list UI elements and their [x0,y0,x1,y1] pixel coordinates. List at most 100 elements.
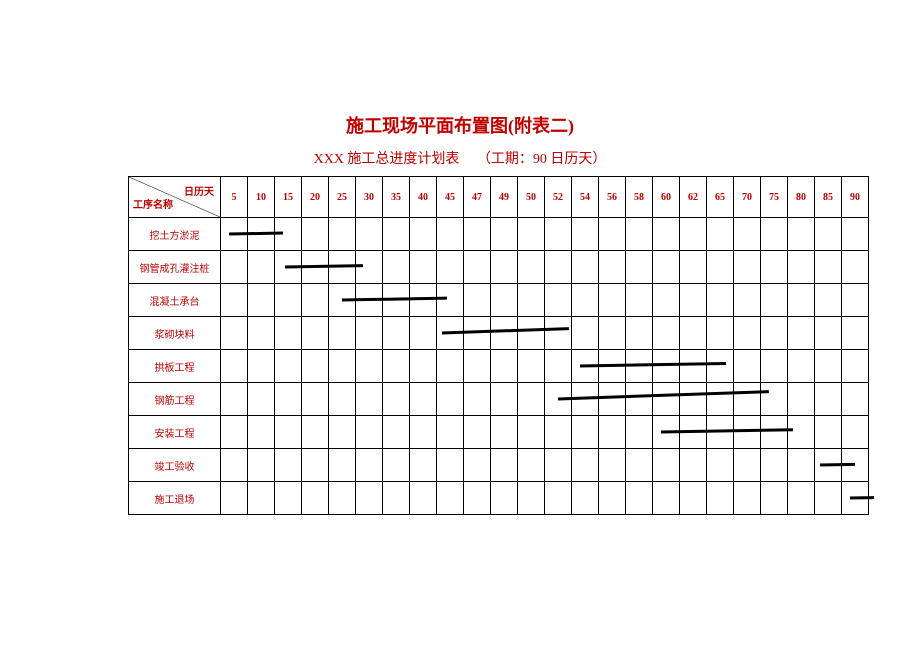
gantt-cell [248,449,275,482]
header-corner-cell: 日历天 工序名称 [129,177,221,218]
gantt-cell [248,284,275,317]
gantt-cell [680,251,707,284]
gantt-cell [491,284,518,317]
gantt-cell [302,383,329,416]
gantt-cell [788,251,815,284]
gantt-cell [734,449,761,482]
gantt-cell [275,416,302,449]
gantt-cell [626,383,653,416]
gantt-cell [437,383,464,416]
row-label: 挖土方淤泥 [129,218,221,251]
gantt-cell [275,284,302,317]
gantt-cell [248,251,275,284]
gantt-cell [815,317,842,350]
gantt-cell [815,482,842,515]
gantt-cell [410,416,437,449]
gantt-cell [410,218,437,251]
gantt-cell [734,284,761,317]
gantt-cell [842,317,869,350]
gantt-cell [464,416,491,449]
gantt-cell [275,449,302,482]
gantt-cell [383,449,410,482]
gantt-cell [356,416,383,449]
gantt-cell [842,218,869,251]
gantt-cell [572,284,599,317]
gantt-cell [329,350,356,383]
header-day-cell: 60 [653,177,680,218]
gantt-cell [572,218,599,251]
gantt-cell [248,350,275,383]
gantt-cell [356,218,383,251]
gantt-cell [221,416,248,449]
gantt-cell [518,317,545,350]
gantt-cell [545,218,572,251]
gantt-cell [761,218,788,251]
gantt-cell [815,350,842,383]
gantt-cell [653,218,680,251]
gantt-cell [734,350,761,383]
header-day-cell: 85 [815,177,842,218]
gantt-cell [248,482,275,515]
gantt-cell [788,416,815,449]
header-day-cell: 52 [545,177,572,218]
gantt-cell [734,383,761,416]
gantt-cell [437,251,464,284]
gantt-cell [302,317,329,350]
header-day-cell: 62 [680,177,707,218]
gantt-cell [815,383,842,416]
corner-bottom-label: 工序名称 [133,196,173,211]
gantt-cell [545,317,572,350]
gantt-cell [626,482,653,515]
header-day-cell: 49 [491,177,518,218]
table-row: 拱板工程 [129,350,869,383]
gantt-cell [734,317,761,350]
gantt-cell [788,317,815,350]
gantt-cell [626,218,653,251]
gantt-cell [653,482,680,515]
gantt-cell [491,449,518,482]
gantt-cell [329,449,356,482]
subtitle-right: （工期：90 日历天） [477,152,607,167]
gantt-cell [545,482,572,515]
gantt-cell [707,284,734,317]
gantt-cell [626,251,653,284]
gantt-cell [518,449,545,482]
gantt-cell [275,482,302,515]
header-day-cell: 65 [707,177,734,218]
subtitle-left: XXX 施工总进度计划表 [314,152,460,167]
gantt-cell [464,284,491,317]
gantt-cell [329,416,356,449]
gantt-cell [410,383,437,416]
gantt-cell [653,251,680,284]
header-day-cell: 40 [410,177,437,218]
gantt-cell [842,416,869,449]
gantt-cell [626,449,653,482]
gantt-cell [491,383,518,416]
gantt-cell [707,350,734,383]
gantt-cell [788,350,815,383]
gantt-cell [680,317,707,350]
gantt-cell [221,383,248,416]
gantt-cell [545,416,572,449]
gantt-cell [761,482,788,515]
header-day-cell: 50 [518,177,545,218]
gantt-cell [410,317,437,350]
table-row: 竣工验收 [129,449,869,482]
gantt-cell [572,482,599,515]
gantt-cell [437,449,464,482]
gantt-cell [761,350,788,383]
header-day-cell: 90 [842,177,869,218]
gantt-cell [680,284,707,317]
gantt-cell [383,218,410,251]
gantt-cell [329,383,356,416]
gantt-cell [572,416,599,449]
gantt-cell [302,482,329,515]
corner-top-label: 日历天 [184,183,214,198]
gantt-cell [815,416,842,449]
gantt-cell [383,251,410,284]
page-subtitle: XXX 施工总进度计划表 （工期：90 日历天） [0,148,920,168]
gantt-cell [761,317,788,350]
header-day-cell: 56 [599,177,626,218]
gantt-cell [437,284,464,317]
gantt-cell [815,218,842,251]
